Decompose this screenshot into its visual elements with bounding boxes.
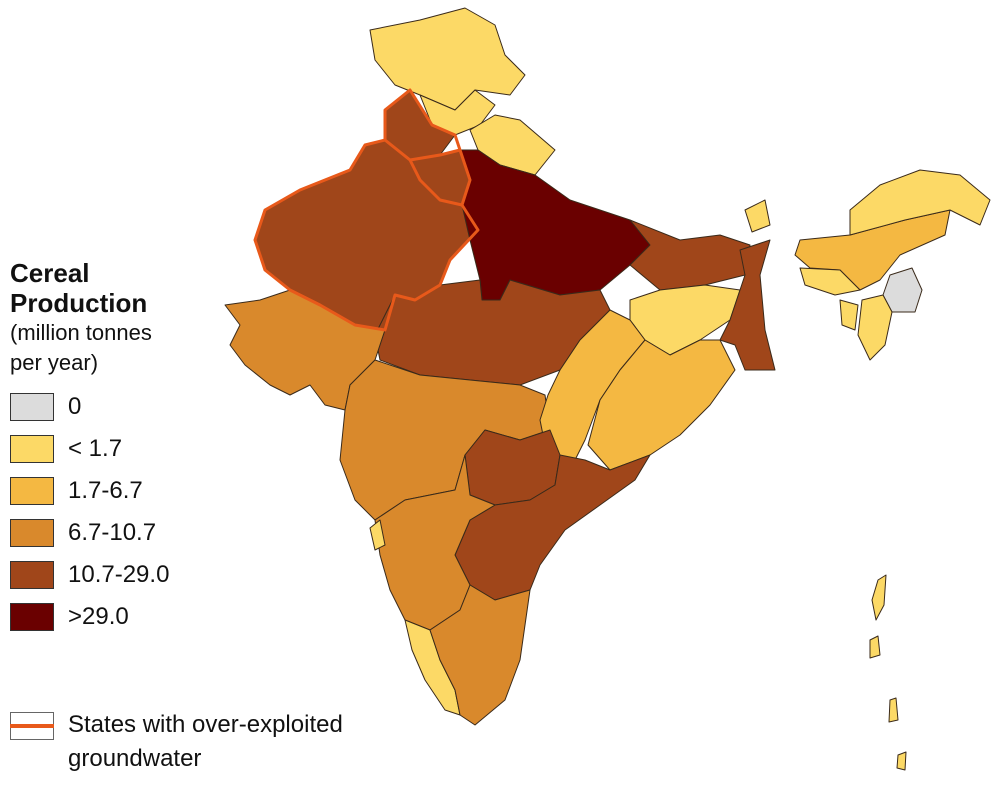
state-tripura	[839, 299, 859, 331]
legend-item: 6.7-10.7	[10, 512, 169, 554]
state-mizoram	[857, 294, 893, 361]
legend-title-line1: Cereal	[10, 258, 90, 288]
legend-label: 10.7-29.0	[68, 561, 170, 588]
state-sikkim	[744, 199, 771, 233]
legend-item: 10.7-29.0	[10, 554, 169, 596]
state-karnataka	[374, 454, 496, 631]
state-uttar-pradesh	[459, 149, 651, 301]
legend-swatch	[10, 603, 54, 631]
legend-item: 0	[10, 386, 169, 428]
legend-swatch	[10, 561, 54, 589]
legend-items: 0 < 1.7 1.7-6.7 6.7-10.7 10.7-29.0 >29.0	[10, 386, 169, 638]
groundwater-swatch	[10, 712, 54, 740]
legend-item: 1.7-6.7	[10, 470, 169, 512]
legend-swatch	[10, 477, 54, 505]
state-west-bengal	[719, 239, 776, 371]
state-tamil-nadu	[429, 584, 531, 726]
groundwater-outline-internal	[384, 138, 463, 207]
state-goa	[369, 519, 386, 551]
state-odisha	[587, 339, 736, 471]
legend: Cereal Production (million tonnes per ye…	[10, 258, 169, 638]
legend-title-line2: Production	[10, 288, 148, 318]
groundwater-label: States with over-exploited groundwater	[68, 711, 343, 772]
legend-item: < 1.7	[10, 428, 169, 470]
legend-label: 0	[68, 393, 82, 420]
state-bihar	[629, 219, 751, 291]
groundwater-outline-punjab-haryana-rajasthan	[253, 88, 480, 332]
legend-label: >29.0	[68, 603, 129, 630]
andaman-islands	[869, 574, 907, 771]
legend-subtitle: (million tonnes per year)	[10, 318, 169, 378]
state-arunachal-pradesh	[849, 169, 991, 236]
legend-swatch	[10, 519, 54, 547]
state-meghalaya	[799, 267, 861, 296]
legend-title: Cereal Production	[10, 258, 169, 318]
legend-label: < 1.7	[68, 435, 123, 462]
legend-subtitle-line1: (million tonnes	[10, 320, 152, 345]
groundwater-legend: States with over-exploited groundwater	[10, 708, 408, 776]
state-jammu-kashmir	[369, 7, 526, 111]
legend-swatch	[10, 435, 54, 463]
legend-subtitle-line2: per year)	[10, 350, 99, 375]
legend-label: 1.7-6.7	[68, 477, 143, 504]
legend-label: 6.7-10.7	[68, 519, 157, 546]
legend-item: >29.0	[10, 596, 169, 638]
legend-swatch	[10, 393, 54, 421]
